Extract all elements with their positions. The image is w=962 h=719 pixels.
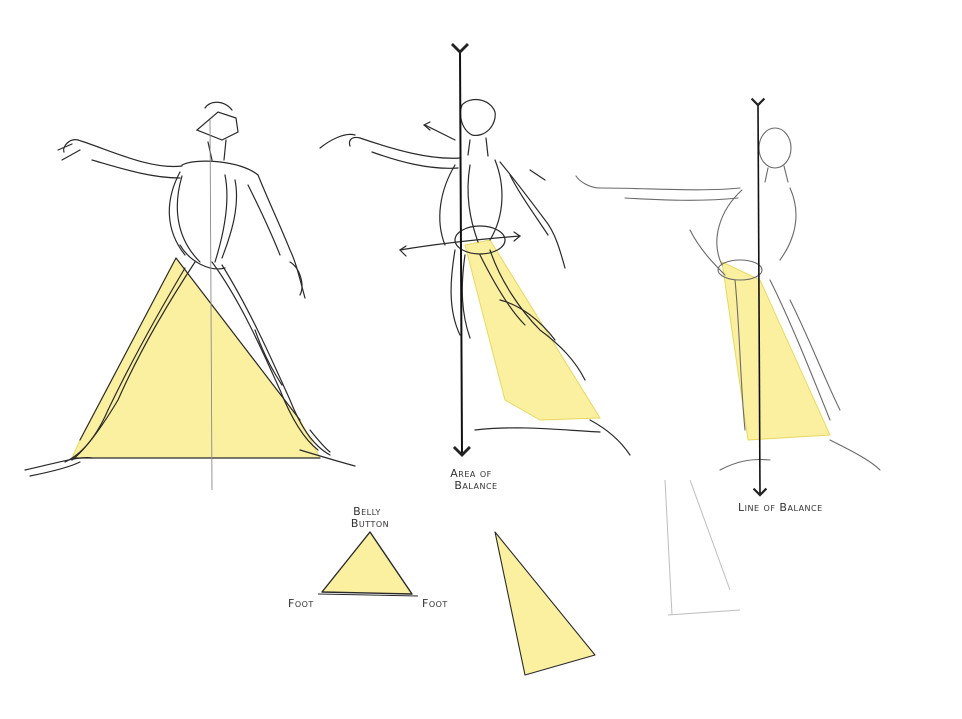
line-of-balance-label: Line of Balance	[738, 501, 823, 514]
figure-1-wide-stance	[24, 101, 356, 491]
foot-left-label: Foot	[288, 597, 314, 610]
figure-3-turning-pose	[575, 97, 881, 497]
belly-button-label: Belly Button	[340, 506, 400, 530]
figure-2-walking-pose	[319, 42, 631, 457]
figure-1-balance-triangle	[71, 257, 321, 459]
belly-button-line-2: Button	[350, 517, 390, 530]
foot-right-label: Foot	[422, 597, 448, 610]
figure-2-balance-wedge	[464, 239, 601, 421]
area-of-balance-line-2: Balance	[454, 479, 498, 492]
small-wedge-diagram	[494, 531, 596, 676]
small-triangle-diagram	[317, 531, 419, 597]
area-of-balance-label: Area of Balance	[436, 468, 506, 492]
belly-button-line-1: Belly	[353, 505, 381, 518]
figure-3-line-of-balance	[750, 97, 768, 497]
area-of-balance-line-1: Area of	[450, 467, 492, 480]
ghost-wedge-diagram	[664, 479, 741, 616]
figure-2-balance-arrow	[450, 42, 471, 457]
figure-3-balance-wedge	[721, 261, 831, 441]
figure-1-line-of-balance	[209, 119, 213, 491]
